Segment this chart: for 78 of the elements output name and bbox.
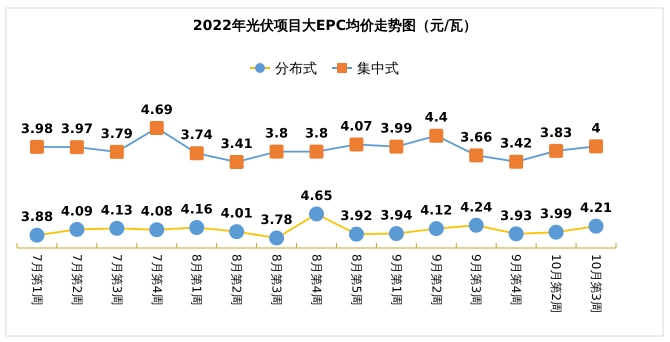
x-tick-label: 9月第2周 xyxy=(429,254,444,306)
point xyxy=(270,144,284,159)
point xyxy=(150,121,164,135)
x-tick-label: 8月第5周 xyxy=(349,254,364,306)
point xyxy=(388,226,404,242)
data-label: 4 xyxy=(592,121,601,136)
x-tick-label: 8月第4周 xyxy=(310,254,324,306)
data-label: 4.65 xyxy=(300,189,333,204)
x-tick-label: 8月第3周 xyxy=(270,254,284,306)
x-tick-label: 10月第3周 xyxy=(589,254,604,313)
x-tick-label: 7月第4周 xyxy=(150,254,164,306)
data-label: 4.21 xyxy=(580,201,612,216)
point xyxy=(348,226,364,242)
point xyxy=(149,222,164,238)
point xyxy=(229,224,244,240)
point xyxy=(389,140,404,154)
data-label: 3.99 xyxy=(380,122,412,137)
data-label: 4.24 xyxy=(460,200,492,216)
data-label: 4.13 xyxy=(100,203,133,218)
data-label: 3.8 xyxy=(265,126,288,142)
x-tick-label: 7月第2周 xyxy=(70,254,84,306)
point xyxy=(190,146,204,160)
data-label: 3.88 xyxy=(20,210,54,226)
data-label: 3.8 xyxy=(304,126,328,142)
point xyxy=(588,218,604,234)
data-label: 3.66 xyxy=(460,130,492,146)
point xyxy=(310,144,324,159)
data-label: 3.93 xyxy=(500,208,532,224)
data-label: 4.16 xyxy=(180,202,213,218)
x-tick-label: 9月第3周 xyxy=(469,254,484,306)
point xyxy=(29,228,44,243)
data-label: 4.09 xyxy=(60,204,93,220)
point xyxy=(110,144,124,159)
x-tick-label: 7月第1周 xyxy=(30,254,44,306)
data-label: 4.69 xyxy=(140,103,173,118)
point xyxy=(70,140,84,154)
data-label: 4.12 xyxy=(420,204,452,219)
point xyxy=(548,224,564,240)
point xyxy=(468,218,484,233)
data-label: 3.42 xyxy=(500,136,532,152)
data-label: 3.74 xyxy=(180,128,213,144)
data-label: 3.83 xyxy=(540,126,572,141)
data-label: 3.78 xyxy=(260,213,293,228)
point xyxy=(549,144,564,158)
point xyxy=(269,230,284,246)
point xyxy=(189,220,204,236)
point xyxy=(469,148,484,162)
x-tick-label: 8月第1周 xyxy=(190,254,204,306)
data-label: 3.97 xyxy=(60,122,93,138)
data-label: 4.07 xyxy=(340,119,372,134)
legend-label: 集中式 xyxy=(357,61,399,77)
point xyxy=(349,137,364,152)
data-label: 3.41 xyxy=(220,137,253,152)
x-tick-label: 9月第1周 xyxy=(389,254,404,306)
point xyxy=(508,226,524,242)
data-label: 3.99 xyxy=(540,207,572,222)
x-tick-label: 7月第3周 xyxy=(110,254,124,306)
data-label: 4.08 xyxy=(140,204,173,220)
point xyxy=(509,154,524,169)
point xyxy=(69,222,84,237)
x-tick-label: 9月第4周 xyxy=(509,254,524,306)
point xyxy=(428,221,444,236)
data-label: 3.98 xyxy=(20,122,54,137)
data-label: 4.01 xyxy=(220,206,253,222)
point xyxy=(589,139,604,154)
x-tick-label: 8月第2周 xyxy=(230,254,244,306)
legend-label: 分布式 xyxy=(275,61,317,77)
point xyxy=(109,220,124,236)
point xyxy=(30,140,44,154)
data-label: 3.79 xyxy=(100,126,133,142)
x-tick-label: 10月第2周 xyxy=(549,254,564,313)
data-label: 3.92 xyxy=(340,209,372,224)
data-label: 3.94 xyxy=(380,208,412,224)
point xyxy=(230,155,244,169)
data-label: 4.4 xyxy=(424,110,448,126)
point xyxy=(309,206,324,222)
point xyxy=(429,128,444,143)
chart-title: 2022年光伏项目大EPC均价走势图（元/瓦） xyxy=(192,18,478,34)
